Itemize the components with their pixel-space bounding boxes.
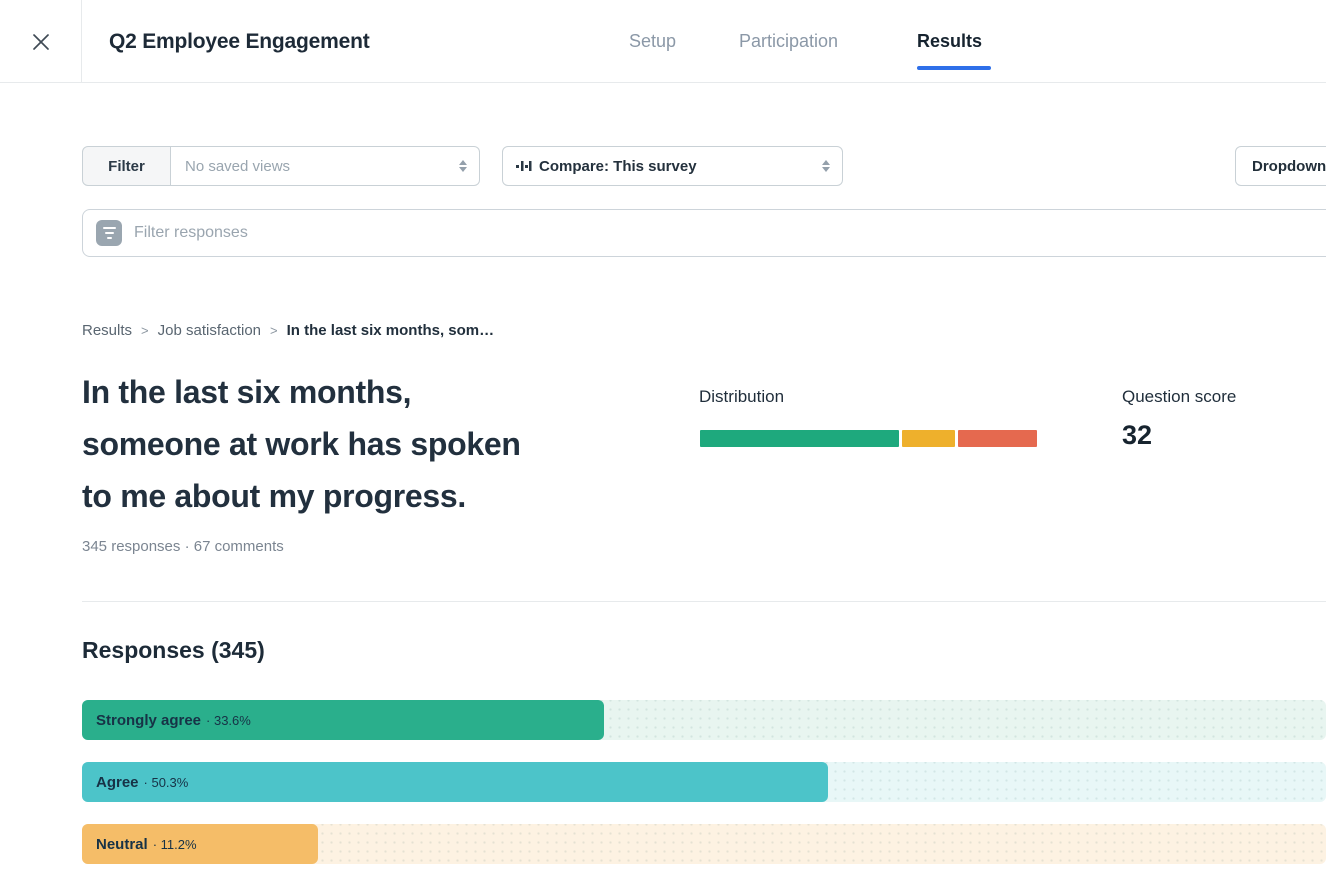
active-tab-underline — [917, 66, 991, 70]
close-button[interactable] — [0, 0, 82, 83]
distribution-segment-unfavorable — [957, 430, 1037, 447]
sort-arrows-icon — [459, 160, 467, 172]
distribution-label: Distribution — [699, 387, 785, 406]
question-title: In the last six months, someone at work … — [82, 366, 662, 522]
filter-icon — [96, 220, 122, 246]
saved-views-placeholder: No saved views — [185, 157, 291, 175]
sort-arrows-icon — [822, 160, 830, 172]
responses-heading: Responses (345) — [82, 637, 265, 663]
question-title-line: someone at work has spoken — [82, 426, 521, 462]
compare-select[interactable]: Compare: This survey — [502, 146, 843, 186]
distribution-segment-neutral — [901, 430, 955, 447]
question-meta: 345 responses · 67 comments — [82, 538, 284, 555]
close-icon — [32, 33, 49, 50]
breadcrumb-separator: > — [270, 323, 278, 338]
filter-button[interactable]: Filter — [82, 146, 171, 186]
header: Q2 Employee Engagement Setup Participati… — [0, 0, 1326, 83]
question-score-value: 32 — [1122, 420, 1153, 450]
tab-results[interactable]: Results — [917, 31, 983, 51]
distribution-segment-favorable — [700, 430, 899, 447]
compare-label: Compare: This survey — [539, 157, 697, 175]
filter-group: Filter No saved views — [82, 146, 480, 186]
page-title: Q2 Employee Engagement — [109, 29, 370, 53]
response-bar-neutral: Neutral · 11.2% — [82, 824, 1326, 864]
question-score-label: Question score — [1122, 387, 1237, 406]
filter-responses-input[interactable] — [134, 224, 1326, 242]
breadcrumb-results[interactable]: Results — [82, 322, 133, 339]
distribution-bar — [700, 430, 1037, 447]
tab-participation[interactable]: Participation — [739, 31, 839, 51]
breadcrumb-separator: > — [141, 323, 149, 338]
bar-fill[interactable] — [82, 824, 319, 864]
question-title-line: to me about my progress. — [82, 478, 466, 514]
dropdown-button[interactable]: Dropdown — [1235, 146, 1326, 186]
compare-icon — [516, 161, 532, 171]
section-divider — [82, 601, 1326, 602]
question-title-line: In the last six months, — [82, 374, 412, 410]
bar-fill[interactable] — [82, 700, 605, 740]
response-bar-agree: Agree · 50.3% — [82, 762, 1326, 802]
tab-setup[interactable]: Setup — [629, 31, 677, 51]
response-bar-strongly-agree: Strongly agree · 33.6% — [82, 700, 1326, 740]
breadcrumb-job-satisfaction[interactable]: Job satisfaction — [157, 322, 262, 339]
saved-views-select[interactable]: No saved views — [171, 146, 480, 186]
breadcrumb: Results > Job satisfaction > In the last… — [82, 322, 494, 339]
bar-fill[interactable] — [82, 762, 829, 802]
toolbar: Filter No saved views Compare: This surv… — [0, 146, 1326, 186]
filter-responses-field[interactable] — [82, 209, 1326, 257]
breadcrumb-current-question: In the last six months, som… — [286, 322, 495, 339]
